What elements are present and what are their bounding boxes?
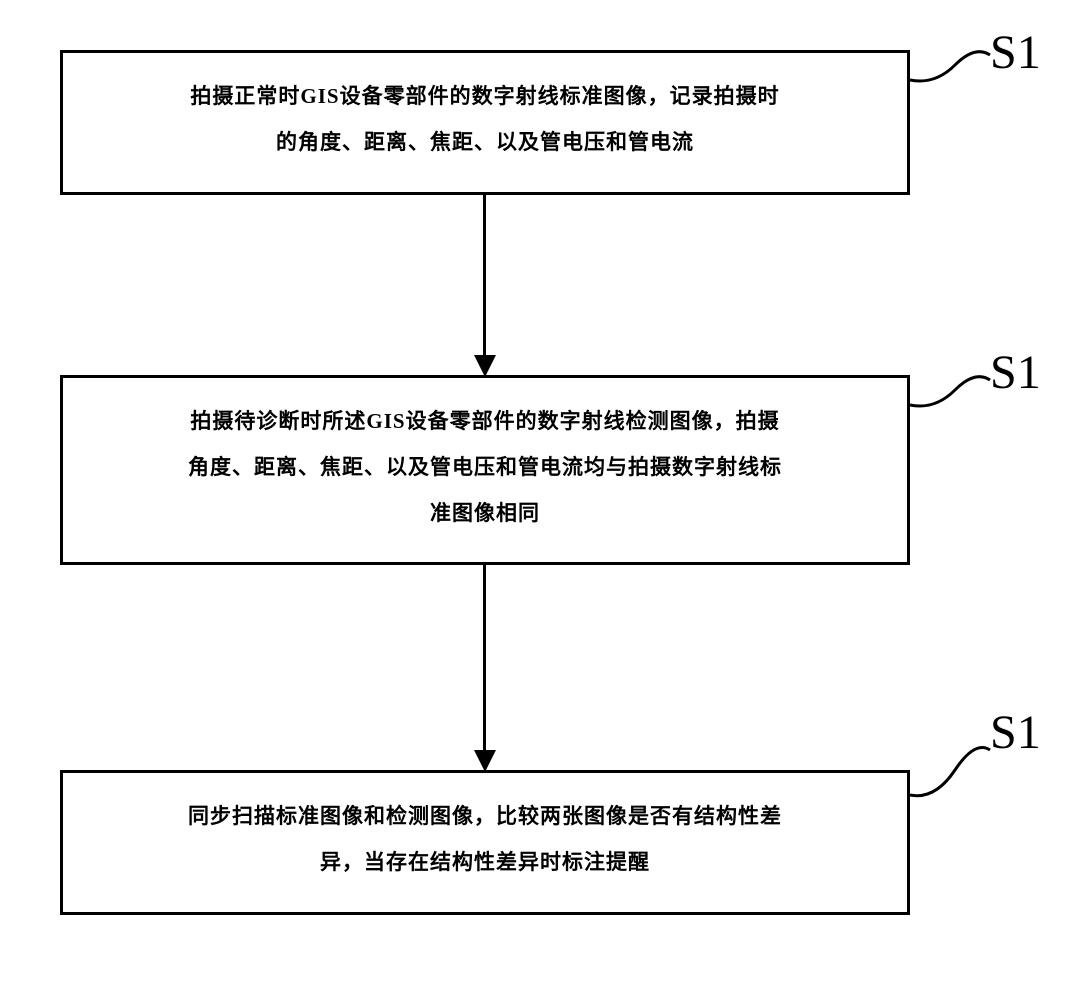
arrow-line-2 [483, 565, 486, 755]
flow-box-1-text: 拍摄正常时GIS设备零部件的数字射线标准图像，记录拍摄时 的角度、距离、焦距、以… [103, 73, 867, 165]
flow-box-3: 同步扫描标准图像和检测图像，比较两张图像是否有结构性差 异，当存在结构性差异时标… [60, 770, 910, 915]
flow-box-2: 拍摄待诊断时所述GIS设备零部件的数字射线检测图像，拍摄 角度、距离、焦距、以及… [60, 375, 910, 565]
box2-line3: 准图像相同 [103, 490, 867, 536]
label-s1-3-text: S1 [990, 706, 1041, 759]
box2-line1: 拍摄待诊断时所述GIS设备零部件的数字射线检测图像，拍摄 [103, 398, 867, 444]
label-s1-3: S1 [990, 705, 1041, 760]
box3-line1: 同步扫描标准图像和检测图像，比较两张图像是否有结构性差 [103, 793, 867, 839]
box1-line2: 的角度、距离、焦距、以及管电压和管电流 [103, 119, 867, 165]
label-s1-2: S1 [990, 345, 1041, 400]
label-s1-1: S1 [990, 25, 1041, 80]
arrow-head-1 [474, 355, 496, 377]
label-s1-1-text: S1 [990, 26, 1041, 79]
label-s1-2-text: S1 [990, 346, 1041, 399]
box3-line2: 异，当存在结构性差异时标注提醒 [103, 839, 867, 885]
flow-box-1: 拍摄正常时GIS设备零部件的数字射线标准图像，记录拍摄时 的角度、距离、焦距、以… [60, 50, 910, 195]
box2-line2: 角度、距离、焦距、以及管电压和管电流均与拍摄数字射线标 [103, 444, 867, 490]
flow-box-2-text: 拍摄待诊断时所述GIS设备零部件的数字射线检测图像，拍摄 角度、距离、焦距、以及… [103, 398, 867, 537]
flow-box-3-text: 同步扫描标准图像和检测图像，比较两张图像是否有结构性差 异，当存在结构性差异时标… [103, 793, 867, 885]
box1-line1: 拍摄正常时GIS设备零部件的数字射线标准图像，记录拍摄时 [103, 73, 867, 119]
arrow-head-2 [474, 750, 496, 772]
arrow-line-1 [483, 195, 486, 360]
